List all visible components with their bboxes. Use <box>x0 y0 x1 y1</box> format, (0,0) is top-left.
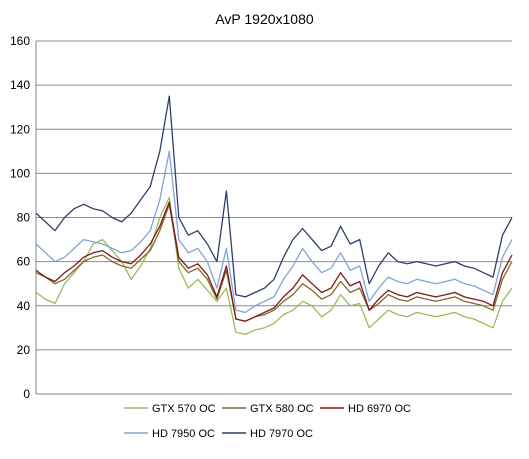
legend-item: HD 6970 OC <box>320 403 411 415</box>
series-line-hd-7950-oc <box>35 150 513 314</box>
legend-item: GTX 580 OC <box>222 403 314 415</box>
legend-item: HD 7950 OC <box>124 428 215 440</box>
legend-label: HD 7950 OC <box>152 428 215 440</box>
gridlines <box>35 40 512 395</box>
y-tick-label: 20 <box>17 343 31 357</box>
chart-title: AvP 1920x1080 <box>215 11 314 27</box>
y-tick-label: 100 <box>10 166 30 180</box>
legend-item: HD 7970 OC <box>222 428 313 440</box>
legend-label: HD 7970 OC <box>250 428 313 440</box>
y-tick-label: 160 <box>10 34 30 48</box>
y-tick-label: 60 <box>17 255 31 269</box>
series-line-gtx-570-oc <box>35 196 513 336</box>
y-tick-label: 120 <box>10 122 30 136</box>
legend-label: HD 6970 OC <box>348 403 411 415</box>
series-line-gtx-580-oc <box>35 203 513 322</box>
y-tick-label: 140 <box>10 78 30 92</box>
y-tick-label: 0 <box>23 387 30 401</box>
legend: GTX 570 OC GTX 580 OC HD 6970 OC HD 7950 OC… <box>124 403 411 440</box>
legend-label: GTX 580 OC <box>250 403 314 415</box>
plot-area <box>35 95 513 336</box>
series-line-hd-6970-oc <box>35 201 513 322</box>
legend-item: GTX 570 OC <box>124 403 216 415</box>
legend-label: GTX 570 OC <box>152 403 216 415</box>
y-tick-label: 40 <box>17 299 31 313</box>
y-tick-label: 80 <box>17 211 31 225</box>
series-line-hd-7970-oc <box>35 95 513 298</box>
y-axis-ticks: 0 20 40 60 80 100 120 140 160 <box>10 34 30 401</box>
